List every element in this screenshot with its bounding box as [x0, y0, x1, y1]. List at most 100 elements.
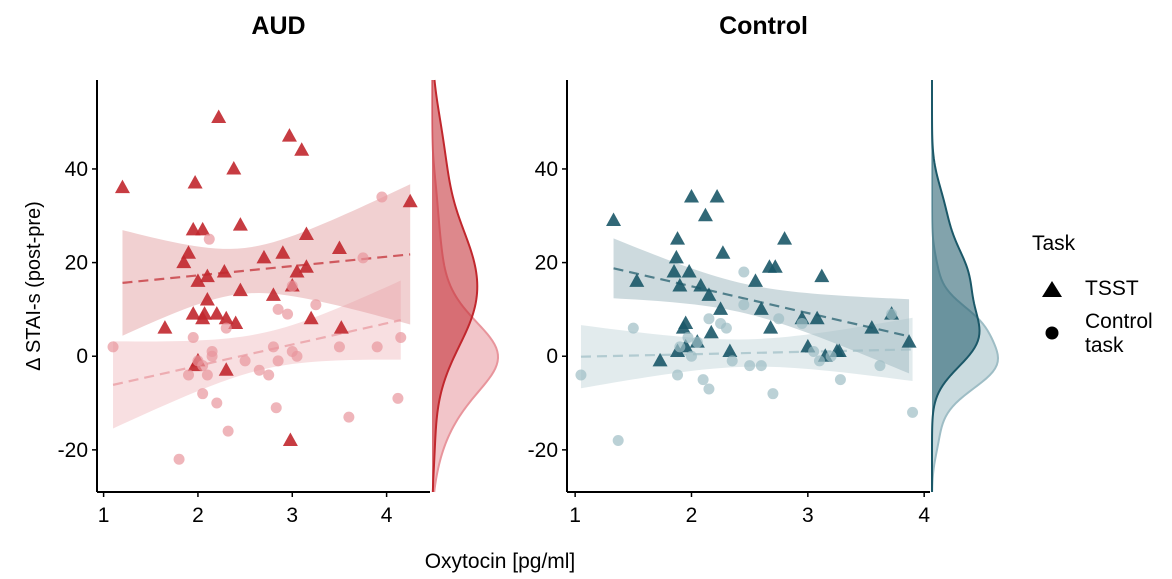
point [218, 310, 234, 325]
point [886, 308, 898, 320]
point [195, 221, 211, 236]
point [157, 320, 173, 334]
point [294, 142, 310, 156]
point [767, 259, 783, 273]
y-tick-label: -20 [528, 439, 558, 462]
point [239, 355, 251, 367]
point [281, 128, 297, 142]
point [267, 341, 279, 353]
point [606, 212, 622, 226]
point [298, 259, 314, 273]
x-tick-label: 2 [192, 504, 204, 527]
point [395, 332, 407, 343]
point [901, 334, 917, 348]
point [627, 322, 639, 334]
point [310, 299, 322, 311]
point [220, 322, 232, 334]
point [744, 360, 756, 372]
point [691, 336, 703, 348]
point [715, 245, 731, 259]
point [331, 240, 347, 255]
point [272, 355, 284, 367]
point [333, 320, 349, 334]
point [874, 360, 886, 372]
point [575, 369, 587, 381]
legend-marker [1045, 326, 1059, 340]
point [114, 179, 130, 194]
point [738, 266, 750, 278]
point [726, 355, 738, 367]
point [183, 369, 195, 381]
point [181, 245, 197, 259]
confidence-band [113, 280, 401, 429]
point [668, 249, 684, 264]
density [932, 80, 980, 492]
point [185, 221, 201, 236]
point [197, 360, 209, 372]
point [629, 273, 645, 287]
y-tick-label: 20 [65, 252, 88, 275]
legend-label: TSST [1085, 277, 1139, 300]
point [753, 301, 769, 315]
series: TSST [606, 189, 917, 367]
point [703, 313, 715, 325]
point [303, 310, 319, 325]
point [612, 435, 624, 446]
series: Control task [575, 266, 919, 446]
point [713, 301, 729, 315]
point [738, 299, 750, 311]
point [187, 332, 199, 343]
point [289, 263, 305, 278]
x-axis-label: Oxytocin [pg/ml] [425, 550, 576, 573]
point [907, 406, 919, 418]
y-tick-label: 0 [76, 345, 88, 368]
point [107, 341, 119, 353]
point [201, 369, 213, 381]
point [392, 392, 404, 404]
density-outline [431, 79, 479, 493]
trend-line [112, 319, 401, 386]
y-tick-label: -20 [58, 439, 88, 462]
point [697, 374, 709, 386]
point [357, 252, 369, 264]
point [199, 292, 215, 306]
point [371, 341, 383, 353]
point [333, 341, 345, 353]
point [693, 278, 709, 292]
y-tick-label: 20 [535, 252, 558, 275]
legend-title: Task [1032, 232, 1076, 255]
point [747, 273, 763, 287]
point [286, 280, 298, 292]
x-tick-label: 2 [686, 504, 698, 527]
point [203, 233, 215, 245]
point [681, 263, 697, 278]
point [813, 355, 825, 367]
point [763, 320, 779, 334]
point [199, 268, 215, 283]
y-tick-label: 0 [546, 345, 558, 368]
point [187, 175, 203, 189]
point [272, 303, 284, 315]
point [176, 254, 192, 269]
legend-marker [1042, 281, 1062, 297]
point [672, 278, 688, 292]
point [173, 453, 185, 465]
x-tick-label: 3 [802, 504, 814, 527]
point [777, 231, 793, 245]
point [222, 425, 234, 437]
point [206, 350, 218, 362]
point [720, 322, 732, 334]
density [432, 80, 498, 492]
point [697, 207, 713, 222]
y-tick-label: 40 [65, 158, 88, 181]
point [796, 317, 808, 329]
point [232, 282, 248, 297]
x-tick-label: 4 [381, 504, 393, 527]
point [773, 313, 785, 325]
point [228, 315, 244, 329]
point [209, 306, 225, 320]
point [195, 310, 211, 325]
point [809, 310, 825, 325]
point [703, 383, 715, 395]
